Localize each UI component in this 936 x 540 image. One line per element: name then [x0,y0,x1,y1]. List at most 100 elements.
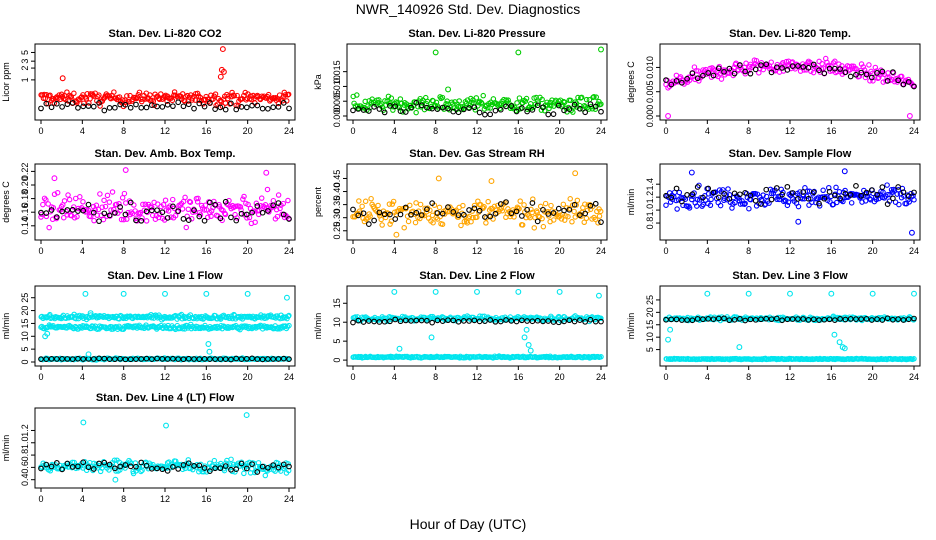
reference-point [768,196,775,203]
reference-point [598,318,604,325]
data-point [514,100,520,106]
reference-point [534,218,541,225]
chart-panel: Stan. Dev. Line 1 Flow ml/min 0 4 8 12 16 20 24 0… [1,270,296,382]
reference-point [471,317,478,324]
reference-point [592,318,599,325]
data-point [87,96,93,102]
reference-point [684,192,690,198]
reference-point [254,469,261,475]
outlier-point [908,229,915,236]
reference-point [598,108,604,115]
reference-point [170,464,176,470]
data-point [565,213,571,220]
y-tick-label: 0.005 [332,90,342,113]
reference-point [64,207,71,213]
reference-point [85,201,92,208]
data-point [106,199,113,205]
reference-point [387,211,393,218]
data-point [136,464,143,470]
data-point [368,99,375,106]
reference-point [59,356,65,362]
reference-point [207,356,213,363]
data-point [593,94,600,100]
reference-point [789,190,796,196]
reference-point [663,316,669,323]
reference-point [742,68,748,75]
reference-point [159,466,166,473]
data-point [76,312,83,319]
reference-point [371,217,377,224]
plot-frame [34,407,296,489]
reference-point [497,106,504,113]
data-point [46,224,52,231]
y-tick-label: 1.4 [645,178,655,191]
plot-frame [34,43,296,121]
reference-point [381,211,388,218]
x-tick-label: 8 [433,372,438,382]
reference-point [148,102,155,108]
reference-point [550,210,557,216]
data-point [820,187,826,194]
data-point [187,199,194,205]
data-point [598,354,604,360]
data-point [43,197,49,203]
y-tick-label: 5 [20,50,30,55]
reference-point [64,101,71,108]
data-point [108,207,114,213]
data-point [222,211,229,218]
data-point [210,96,216,102]
reference-point [376,319,383,325]
data-point [538,107,545,113]
reference-point [455,109,462,116]
data-point [73,315,79,322]
data-point [815,194,822,200]
reference-point [534,317,541,324]
data-point [592,216,599,223]
reference-point [742,317,748,324]
reference-point [445,105,451,112]
reference-point [249,355,255,362]
chart-panel: Stan. Dev. Line 3 Flow ml/min 0 4 8 12 16 20 24 5… [626,270,921,382]
reference-point [487,111,494,118]
reference-point [758,316,764,323]
x-tick-label: 24 [909,246,919,256]
x-tick-label: 20 [868,246,878,256]
data-point [228,456,234,463]
data-point [421,212,428,219]
reference-point [170,103,176,110]
reference-point [53,100,60,107]
reference-point [424,317,430,324]
y-tick-label: 0.40 [332,183,342,201]
x-tick-label: 4 [392,246,397,256]
data-point [40,201,46,208]
reference-point [726,195,733,202]
reference-point [905,79,912,85]
reference-point [550,111,557,117]
data-point [458,222,464,229]
y-tick-label: 5 [332,339,342,344]
data-point [194,199,201,205]
reference-point [249,209,255,216]
reference-point [402,204,409,211]
reference-point [164,101,171,108]
data-point [548,202,554,209]
reference-point [805,195,812,202]
reference-point [392,316,399,323]
data-point [258,195,265,201]
y-tick-label: 15 [332,298,342,308]
reference-point [519,317,525,324]
data-point [281,89,288,96]
reference-point [519,213,525,219]
data-point [578,94,585,101]
reference-point [721,315,727,322]
data-point [375,202,381,209]
reference-point [413,99,420,106]
data-point [483,220,489,226]
reference-point [715,194,722,201]
reference-point [69,464,76,470]
data-point [264,186,271,193]
data-point [282,92,289,98]
outlier-point [836,339,843,346]
reference-point [726,317,733,324]
